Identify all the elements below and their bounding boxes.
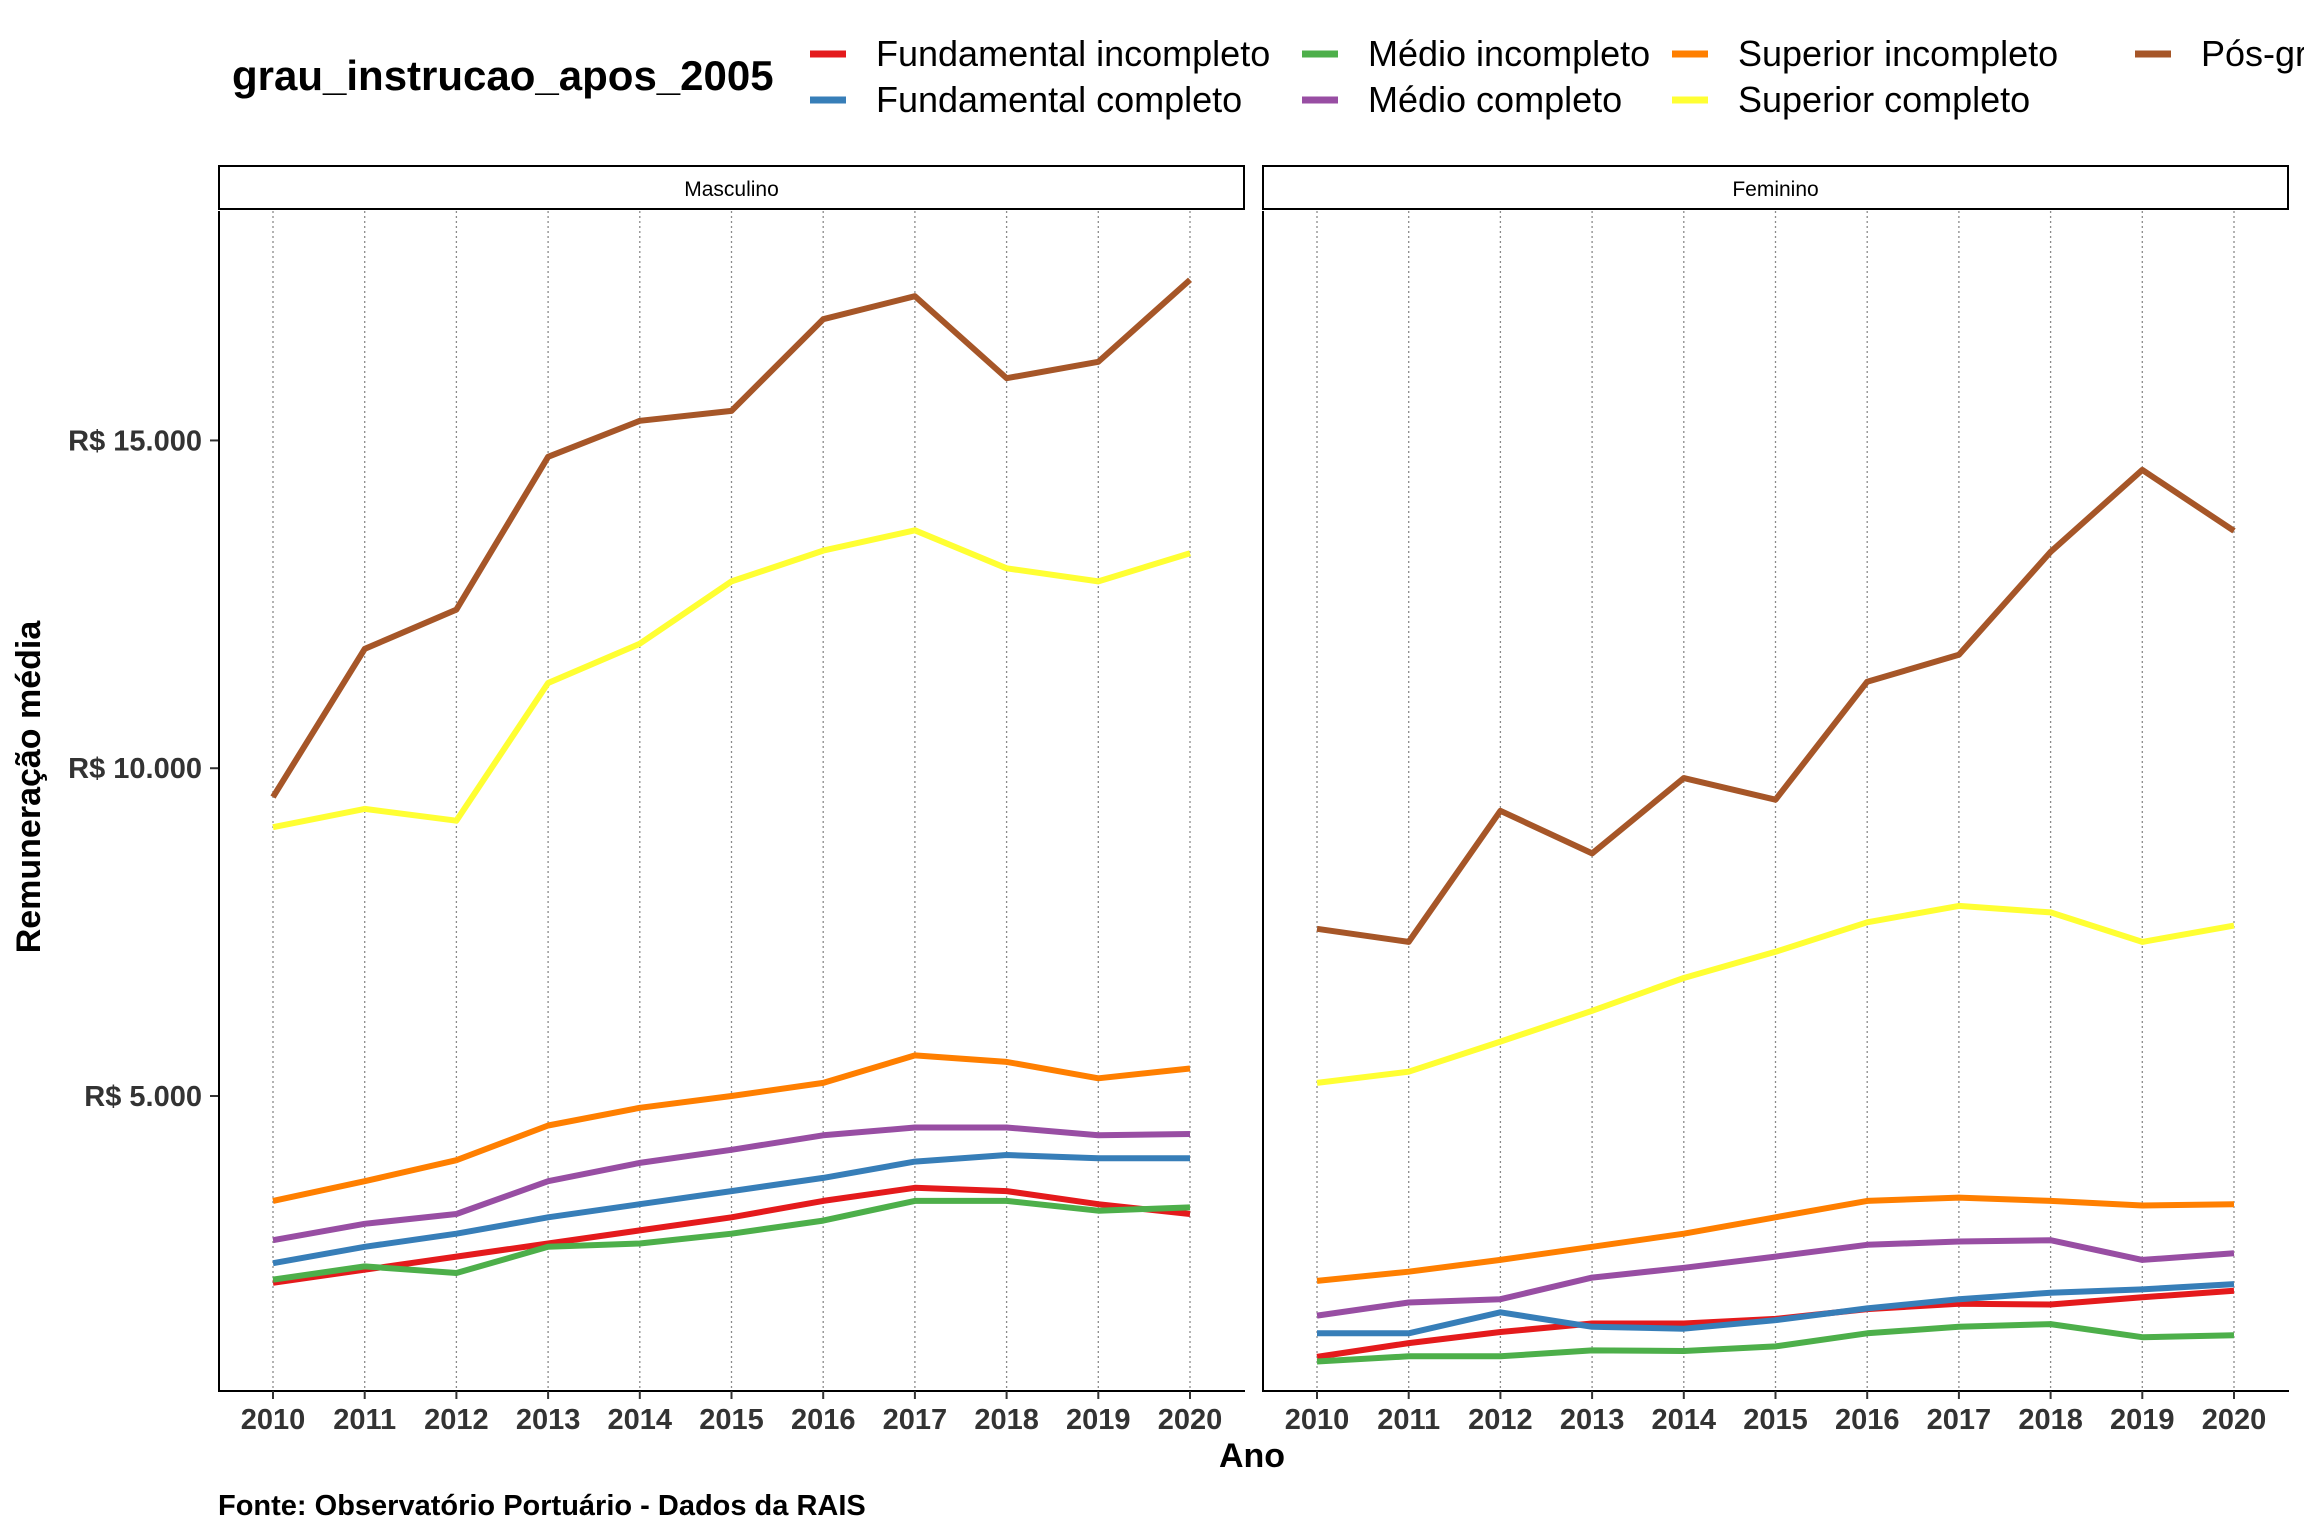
legend-item-pos-grad: Pós-grad (2135, 33, 2304, 74)
series-line-fundamental-incompleto (272, 1184, 1191, 1286)
x-tick-label: 2019 (1066, 1404, 1131, 1436)
facet-feminino: Feminino 2010 2011 2012 2013 2014 2015 2016 2017… (1262, 165, 2289, 1436)
x-tick-label: 2010 (241, 1404, 306, 1436)
legend-label-medio-incompleto: Médio incompleto (1368, 33, 1650, 74)
legend-title: grau_instrucao_apos_2005 (232, 52, 774, 99)
series-line-medio-completo (272, 1124, 1191, 1244)
x-tick-label: 2014 (1652, 1404, 1717, 1436)
x-tick-label: 2012 (1468, 1404, 1533, 1436)
x-tick-label: 2016 (791, 1404, 856, 1436)
y-tick-label: R$ 5.000 (84, 1081, 202, 1113)
series-line-medio-completo (1316, 1237, 2235, 1319)
series-line-pos-grad (270, 277, 1192, 799)
x-tick-label: 2010 (1285, 1404, 1350, 1436)
series-line-medio-incompleto (272, 1197, 1191, 1283)
x-tick-label: 2019 (2110, 1404, 2175, 1436)
series-line-superior-incompleto (1316, 1194, 2235, 1284)
series-line-fundamental-completo (1317, 1281, 2235, 1337)
facet-strip-label: Masculino (684, 178, 779, 201)
x-axis-title: Ano (1219, 1437, 1285, 1475)
x-tick-label: 2014 (608, 1404, 673, 1436)
x-tick-label: 2018 (974, 1404, 1039, 1436)
x-tick-label: 2011 (333, 1404, 396, 1436)
series-line-pos-grad (1316, 466, 2236, 945)
y-tick-label: R$ 15.000 (68, 425, 202, 457)
x-tick-label: 2015 (1743, 1404, 1808, 1436)
legend: grau_instrucao_apos_2005 Fundamental inco… (232, 33, 2304, 120)
facet-strip (218, 165, 1245, 210)
series-line-fundamental-completo (272, 1152, 1190, 1267)
legend-item-medio-incompleto: Médio incompleto (1302, 33, 1650, 74)
legend-item-fundamental-incompleto: Fundamental incompleto (810, 33, 1270, 74)
y-axis-title: Remuneração média (10, 620, 48, 954)
legend-label-superior-completo: Superior completo (1738, 79, 2030, 120)
series-line-medio-incompleto (1316, 1321, 2235, 1365)
y-tick-label: R$ 10.000 (68, 753, 202, 785)
x-tick-label: 2017 (883, 1404, 948, 1436)
facet-masculino: Masculino 2010 2011 2012 2013 2014 2015 2016 201… (218, 165, 1245, 1436)
legend-label-medio-completo: Médio completo (1368, 79, 1622, 120)
x-tick-label: 2015 (699, 1404, 764, 1436)
x-tick-label: 2018 (2018, 1404, 2083, 1436)
x-tick-label: 2013 (516, 1404, 581, 1436)
facet-panels: Masculino 2010 2011 2012 2013 2014 2015 2016 201… (218, 165, 2289, 1436)
series-line-superior-incompleto (272, 1052, 1191, 1204)
facet-strip-label: Feminino (1732, 178, 1818, 201)
x-tick-label: 2020 (2202, 1404, 2267, 1436)
legend-item-medio-completo: Médio completo (1302, 79, 1622, 120)
x-tick-label: 2011 (1377, 1404, 1440, 1436)
series-line-superior-completo (272, 527, 1191, 831)
series-line-superior-completo (1316, 902, 2235, 1086)
x-tick-label: 2013 (1560, 1404, 1625, 1436)
legend-item-superior-completo: Superior completo (1672, 79, 2030, 120)
x-tick-label: 2020 (1158, 1404, 1223, 1436)
x-tick-label: 2016 (1835, 1404, 1900, 1436)
facet-strip (1262, 165, 2289, 210)
y-axis: R$ 5.000 R$ 10.000 R$ 15.000 (68, 425, 218, 1113)
x-tick-label: 2012 (424, 1404, 489, 1436)
chart-caption: Fonte: Observatório Portuário - Dados da… (218, 1490, 866, 1522)
legend-item-superior-incompleto: Superior incompleto (1672, 33, 2058, 74)
legend-label-superior-incompleto: Superior incompleto (1738, 33, 2058, 74)
legend-label-fundamental-completo: Fundamental completo (876, 79, 1242, 120)
legend-label-fundamental-incompleto: Fundamental incompleto (876, 33, 1270, 74)
legend-label-pos-grad: Pós-grad (2201, 33, 2304, 74)
legend-item-fundamental-completo: Fundamental completo (810, 79, 1242, 120)
x-tick-label: 2017 (1927, 1404, 1992, 1436)
